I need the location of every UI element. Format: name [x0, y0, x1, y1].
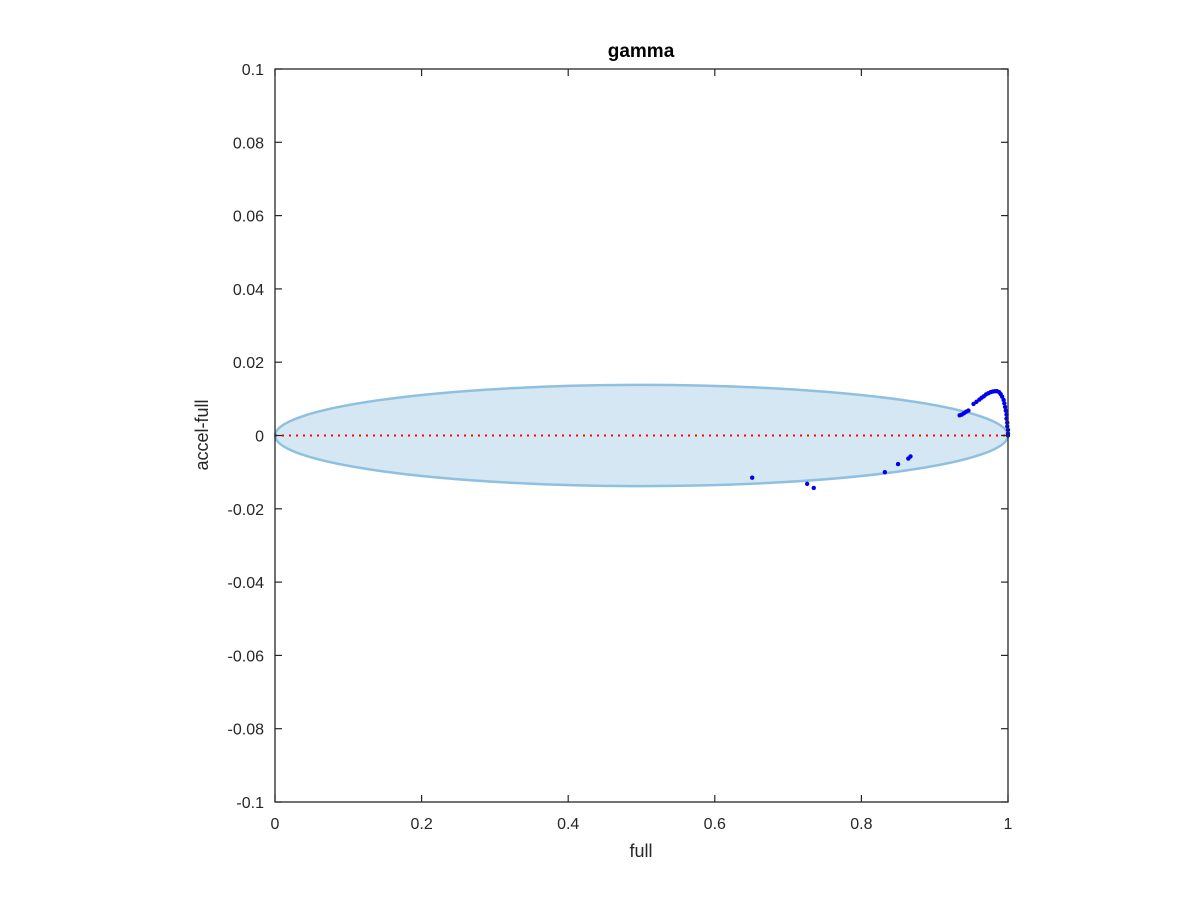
data-point [1002, 401, 1007, 406]
x-tick-label: 0 [271, 816, 280, 833]
y-tick-label: -0.08 [228, 722, 265, 739]
data-point [811, 485, 816, 491]
y-tick-label: 0.04 [233, 282, 264, 299]
x-tick-label: 0.8 [850, 816, 872, 833]
y-tick-label: -0.06 [228, 648, 265, 665]
y-axis-title: accel-full [192, 399, 212, 470]
data-point [966, 408, 971, 413]
chart-title: gamma [608, 41, 675, 62]
x-axis-title: full [629, 841, 652, 861]
data-point [1002, 404, 1008, 410]
data-point [895, 461, 901, 467]
data-point [1001, 397, 1006, 403]
y-tick-label: 0.1 [242, 62, 264, 79]
data-point [804, 481, 810, 487]
data-point [749, 475, 755, 480]
y-tick-label: 0.08 [233, 135, 264, 152]
y-tick-label: 0 [255, 429, 264, 446]
y-tick-label: 0.06 [233, 209, 264, 226]
data-point [1005, 424, 1010, 429]
y-tick-label: 0.02 [233, 355, 264, 372]
y-tick-label: -0.1 [236, 795, 264, 812]
x-tick-label: 0.2 [410, 816, 432, 833]
x-tick-label: 0.4 [557, 816, 579, 833]
y-tick-label: -0.04 [228, 575, 265, 592]
axes: 0 0.2 0.4 0.6 0.8 1 -0.1 -0.08 -0.06 -0.04 -0.02 0 0… [228, 62, 1013, 833]
data-point [882, 469, 888, 475]
x-tick-label: 0.6 [704, 816, 726, 833]
data-point [1003, 408, 1009, 413]
data-point [908, 454, 913, 459]
y-tick-label: -0.02 [228, 502, 265, 519]
data-point [999, 394, 1005, 399]
x-tick-label: 1 [1004, 816, 1013, 833]
